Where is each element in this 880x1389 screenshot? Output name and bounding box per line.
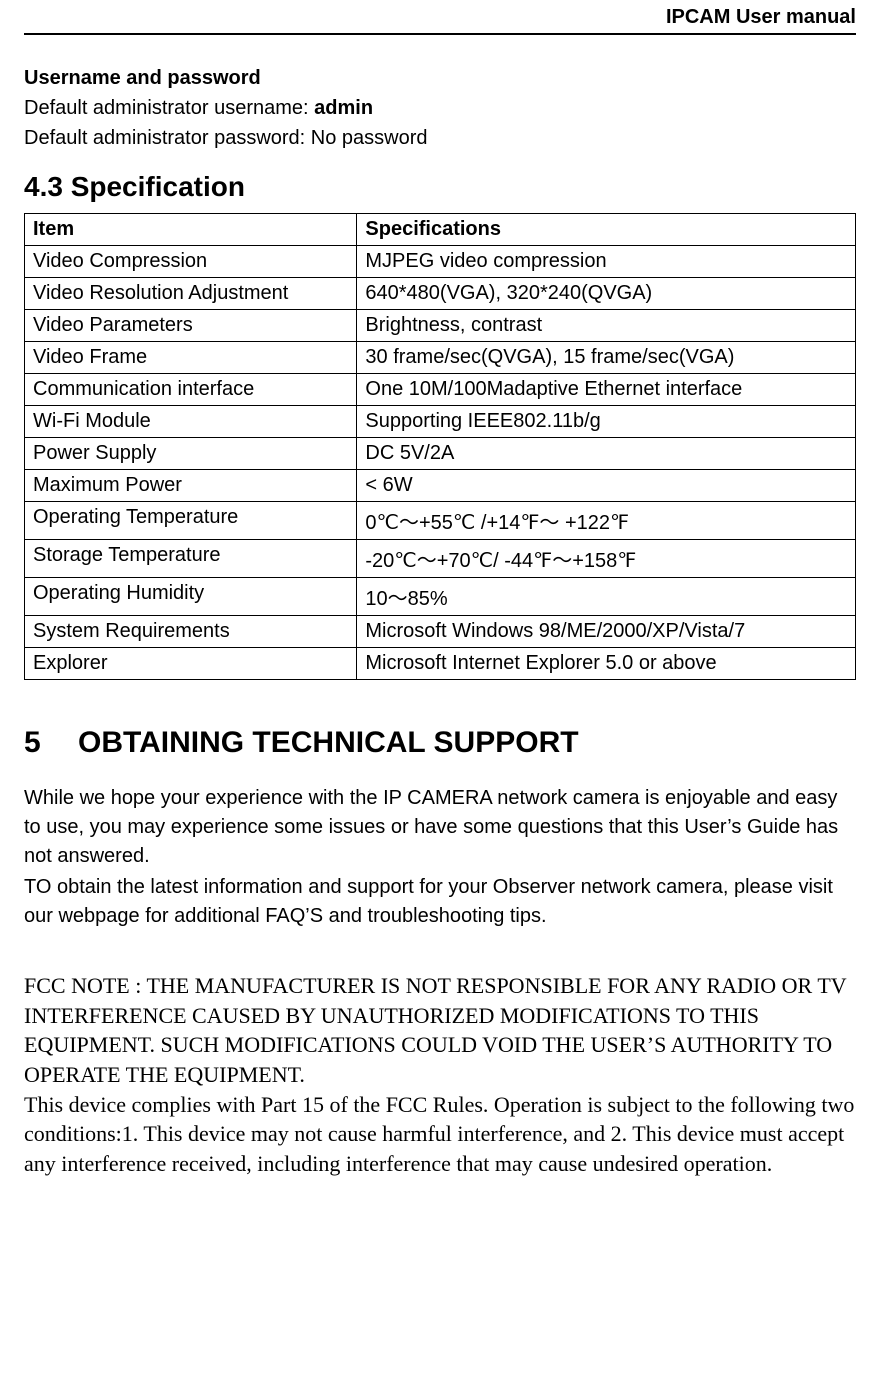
- spec-table: Item Specifications Video CompressionMJP…: [24, 213, 856, 680]
- table-cell-spec: 0℃～+55℃ /+14℉～ +122℉: [357, 502, 856, 540]
- table-cell-item: Video Parameters: [25, 310, 357, 342]
- table-row: Video CompressionMJPEG video compression: [25, 246, 856, 278]
- table-cell-item: Video Frame: [25, 342, 357, 374]
- table-cell-spec: 10～85%: [357, 578, 856, 616]
- support-paragraph-2: TO obtain the latest information and sup…: [24, 873, 856, 931]
- table-cell-item: Storage Temperature: [25, 540, 357, 578]
- fcc-paragraph-2: This device complies with Part 15 of the…: [24, 1090, 856, 1179]
- support-heading: 5OBTAINING TECHNICAL SUPPORT: [24, 726, 856, 760]
- table-cell-spec: Microsoft Internet Explorer 5.0 or above: [357, 648, 856, 680]
- table-cell-item: Communication interface: [25, 374, 357, 406]
- credentials-username-prefix: Default administrator username:: [24, 97, 314, 119]
- table-row: System RequirementsMicrosoft Windows 98/…: [25, 616, 856, 648]
- col-header-item: Item: [25, 214, 357, 246]
- table-cell-spec: DC 5V/2A: [357, 438, 856, 470]
- table-cell-spec: MJPEG video compression: [357, 246, 856, 278]
- table-row: Video Resolution Adjustment640*480(VGA),…: [25, 278, 856, 310]
- table-row: Communication interfaceOne 10M/100Madapt…: [25, 374, 856, 406]
- table-row: Operating Humidity10～85%: [25, 578, 856, 616]
- table-cell-item: Video Compression: [25, 246, 357, 278]
- table-cell-spec: < 6W: [357, 470, 856, 502]
- table-cell-spec: One 10M/100Madaptive Ethernet interface: [357, 374, 856, 406]
- col-header-spec: Specifications: [357, 214, 856, 246]
- table-cell-item: Operating Temperature: [25, 502, 357, 540]
- table-cell-item: Wi-Fi Module: [25, 406, 357, 438]
- credentials-heading: Username and password: [24, 63, 856, 93]
- page: IPCAM User manual Username and password …: [0, 0, 880, 1219]
- fcc-paragraph-1: FCC NOTE : THE MANUFACTURER IS NOT RESPO…: [24, 971, 856, 1090]
- table-cell-spec: Microsoft Windows 98/ME/2000/XP/Vista/7: [357, 616, 856, 648]
- support-paragraph-1: While we hope your experience with the I…: [24, 784, 856, 871]
- table-row: Operating Temperature0℃～+55℃ /+14℉～ +122…: [25, 502, 856, 540]
- table-row: Video ParametersBrightness, contrast: [25, 310, 856, 342]
- table-cell-spec: 640*480(VGA), 320*240(QVGA): [357, 278, 856, 310]
- support-number: 5: [24, 726, 78, 760]
- table-cell-item: Power Supply: [25, 438, 357, 470]
- credentials-password-line: Default administrator password: No passw…: [24, 123, 856, 153]
- table-cell-item: Operating Humidity: [25, 578, 357, 616]
- table-row: Wi-Fi ModuleSupporting IEEE802.11b/g: [25, 406, 856, 438]
- spec-heading: 4.3 Specification: [24, 171, 856, 203]
- table-row: Power SupplyDC 5V/2A: [25, 438, 856, 470]
- credentials-username-value: admin: [314, 97, 373, 119]
- table-cell-spec: Supporting IEEE802.11b/g: [357, 406, 856, 438]
- table-header-row: Item Specifications: [25, 214, 856, 246]
- header-rule: IPCAM User manual: [24, 0, 856, 35]
- table-row: Video Frame30 frame/sec(QVGA), 15 frame/…: [25, 342, 856, 374]
- credentials-username-line: Default administrator username: admin: [24, 93, 856, 123]
- spec-table-body: Video CompressionMJPEG video compression…: [25, 246, 856, 680]
- table-cell-item: Explorer: [25, 648, 357, 680]
- table-cell-spec: -20℃～+70℃/ -44℉～+158℉: [357, 540, 856, 578]
- fcc-section: FCC NOTE : THE MANUFACTURER IS NOT RESPO…: [24, 971, 856, 1179]
- support-title: OBTAINING TECHNICAL SUPPORT: [78, 726, 579, 759]
- table-cell-item: System Requirements: [25, 616, 357, 648]
- table-row: ExplorerMicrosoft Internet Explorer 5.0 …: [25, 648, 856, 680]
- table-cell-spec: 30 frame/sec(QVGA), 15 frame/sec(VGA): [357, 342, 856, 374]
- table-cell-item: Maximum Power: [25, 470, 357, 502]
- table-row: Storage Temperature-20℃～+70℃/ -44℉～+158℉: [25, 540, 856, 578]
- credentials-section: Username and password Default administra…: [24, 63, 856, 153]
- table-cell-item: Video Resolution Adjustment: [25, 278, 357, 310]
- table-row: Maximum Power< 6W: [25, 470, 856, 502]
- header-title: IPCAM User manual: [666, 6, 856, 28]
- table-cell-spec: Brightness, contrast: [357, 310, 856, 342]
